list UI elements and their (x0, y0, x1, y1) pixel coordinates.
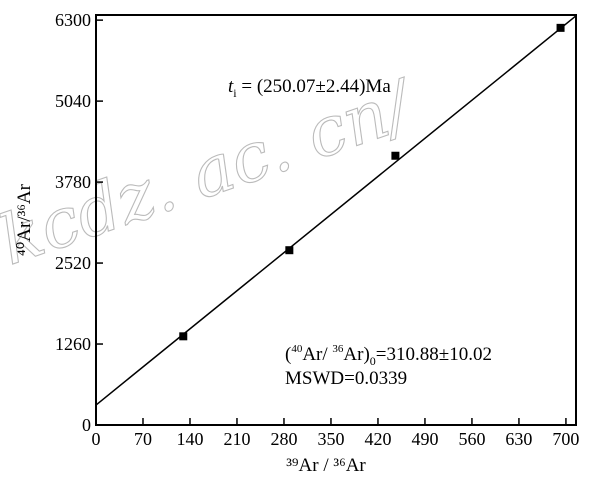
x-tick-label: 350 (317, 429, 344, 449)
data-points (179, 23, 565, 341)
age-annotation: ti = (250.07±2.44)Ma (228, 76, 391, 100)
initial-value: =310.88±10.02 (376, 344, 492, 365)
data-point (556, 23, 565, 32)
mswd-annotation: MSWD=0.0339 (285, 368, 407, 389)
data-point (179, 332, 188, 341)
initial-ar-close: Ar) (343, 344, 369, 365)
y-axis-title: ⁴⁰Ar/³⁶Ar (14, 183, 35, 256)
x-tick-label: 210 (223, 429, 250, 449)
regression-line (95, 15, 577, 406)
y-tick-label: 6300 (55, 10, 91, 30)
y-tick-label: 2520 (55, 253, 91, 273)
x-tick-label: 490 (411, 429, 438, 449)
initial-subscript: 0 (370, 354, 376, 368)
age-subscript: i (233, 86, 237, 100)
x-tick-label: 140 (176, 429, 203, 449)
y-tick-label: 3780 (55, 172, 91, 192)
y-tick-label: 1260 (55, 334, 91, 354)
x-tick-label: 560 (458, 429, 485, 449)
y-axis-ticks: 0 1260 2520 3780 5040 6300 (55, 10, 103, 435)
x-tick-label: 420 (364, 429, 391, 449)
x-axis-title: ³⁹Ar / ³⁶Ar (286, 455, 366, 476)
y-tick-label: 0 (82, 415, 91, 435)
data-point (391, 151, 400, 160)
initial-open-paren: ( (285, 344, 291, 365)
y-tick-label: 5040 (55, 91, 91, 111)
data-point (285, 246, 294, 255)
x-tick-label: 70 (134, 429, 152, 449)
x-tick-label: 280 (270, 429, 297, 449)
x-tick-label: 630 (505, 429, 532, 449)
x-axis-ticks: 0 70 140 210 280 350 420 490 560 630 700 (92, 418, 579, 449)
x-tick-label: 0 (92, 429, 101, 449)
plot-frame (95, 14, 577, 426)
age-value: = (250.07±2.44)Ma (237, 76, 392, 97)
x-tick-label: 700 (552, 429, 579, 449)
initial-sup-36: 36 (332, 343, 344, 355)
initial-ar-slash: Ar/ (302, 344, 332, 365)
initial-sup-40: 40 (291, 343, 303, 355)
age-symbol: t (228, 76, 234, 97)
regression-line-group (95, 15, 577, 406)
initial-ratio-annotation: (40Ar/ 36Ar)0=310.88±10.02 (285, 343, 492, 368)
